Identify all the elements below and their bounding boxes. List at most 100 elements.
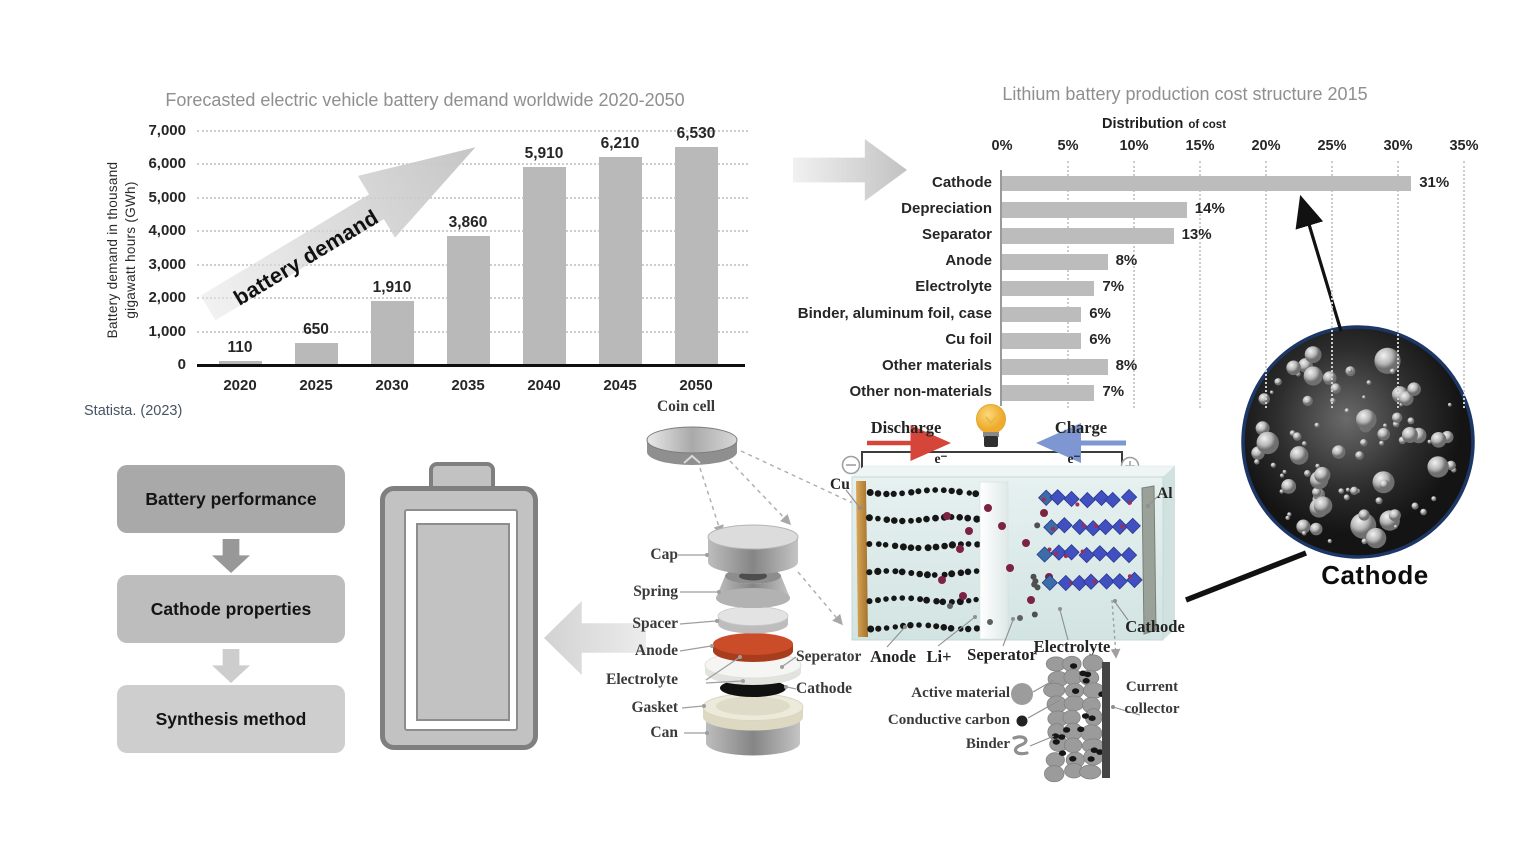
bar [1002, 228, 1174, 244]
cathode-crystal-lattice [1030, 488, 1143, 618]
coin-cell-label-cathode: Cathode [796, 680, 852, 697]
sem-cathode-label: Cathode [1321, 560, 1429, 590]
bar-value-label: 110 [227, 339, 253, 357]
demand-y-axis-label-line2: gigawatt hours (GWh) [123, 181, 138, 319]
battery-icon-core [416, 523, 510, 721]
coin-cell-title: Coin cell [656, 398, 716, 415]
coin-cell-label-lines [678, 553, 797, 735]
bar [447, 235, 490, 365]
charge-label: Charge [1054, 418, 1108, 437]
y-tick-label: 1,000 [148, 322, 186, 340]
x-tick-label: 2040 [527, 377, 561, 394]
gridline [197, 230, 748, 233]
bar [1002, 385, 1095, 401]
gridline [1463, 161, 1465, 408]
y-tick-label: 2,000 [148, 289, 186, 307]
bar [1002, 280, 1095, 297]
x-tick-label: 15% [1185, 138, 1215, 154]
cell-top-face [851, 465, 1176, 478]
bar-value-label: 8% [1115, 252, 1138, 270]
battery-icon-body [380, 486, 538, 750]
conductive-carbon-glyph [1016, 715, 1028, 727]
cu-foil-strip [856, 481, 868, 637]
coin-cell-label-spacer: Spacer [632, 615, 678, 632]
bar-value-label: 14% [1194, 199, 1225, 217]
conductive-carbon-label: Conductive carbon [887, 712, 1010, 728]
cost-y-axis-line [1000, 170, 1002, 406]
active-material-label: Active material [911, 685, 1010, 701]
x-tick-label: 2035 [451, 377, 485, 394]
bar [295, 343, 338, 365]
cost-axis-title: Distribution of cost [1049, 116, 1279, 132]
coin-cell-label-can: Can [650, 724, 678, 741]
bar [219, 361, 262, 365]
x-tick-label: 2030 [375, 377, 409, 394]
coin-cell-diagram [646, 426, 903, 756]
current-collector-bar [1102, 662, 1110, 778]
gridline [1199, 161, 1201, 408]
discharge-label: Discharge [870, 418, 942, 437]
bar-value-label: 6% [1089, 330, 1111, 348]
coin-cell-sealed [646, 426, 738, 465]
x-tick-label: 2020 [223, 377, 257, 394]
bar-value-label: 31% [1419, 173, 1450, 191]
category-label: Cu foil [945, 330, 992, 348]
bar-value-label: 8% [1115, 356, 1138, 374]
bar-value-label: 5,910 [524, 145, 564, 163]
gridline [197, 130, 748, 132]
electrode-detail-diagram [1011, 654, 1141, 783]
bar-value-label: 6% [1089, 304, 1111, 322]
anode-graphite-layers [865, 487, 981, 633]
anode-label: Anode [870, 647, 916, 666]
flow-step-synthesis-method: Synthesis method [117, 685, 345, 753]
bar [1002, 359, 1108, 375]
bar-value-label: 3,860 [448, 213, 488, 231]
x-tick-label: 20% [1251, 138, 1281, 154]
al-label: Al [1157, 485, 1173, 502]
cost-chart-pointer-arrow [793, 139, 907, 201]
bar-value-label: 7% [1102, 278, 1125, 296]
bar [599, 157, 642, 365]
coin-cell-label-electrolyte: Electrolyte [605, 671, 678, 688]
coin-cell-label-seperator: Seperator [796, 648, 862, 665]
category-label: Cathode [932, 173, 992, 191]
electron-label-left: e⁻ [934, 451, 948, 466]
category-label: Other materials [881, 356, 992, 374]
schematic-label-lines [845, 489, 1159, 648]
gridline [1265, 161, 1267, 408]
al-foil-strip [1141, 485, 1157, 635]
cost-axis-title-small: of cost [1188, 119, 1227, 131]
y-tick-label: 6,000 [148, 155, 186, 173]
y-tick-label: 7,000 [148, 122, 186, 139]
bar [675, 146, 718, 365]
x-tick-label: 10% [1119, 138, 1149, 154]
y-tick-label: 5,000 [148, 188, 186, 206]
binder-label: Binder [965, 736, 1010, 752]
coin-cell-label-anode: Anode [634, 642, 678, 659]
x-tick-label: 30% [1383, 138, 1413, 154]
flow-arrow-1 [212, 539, 250, 573]
y-tick-label: 3,000 [148, 255, 186, 273]
bar [371, 301, 414, 365]
coin-cell-cap [707, 524, 799, 574]
demand-y-axis-label: Battery demand in thousand gigawatt hour… [104, 100, 140, 400]
current-collector-label-line1: Current [1125, 679, 1179, 695]
demand-x-axis-line [197, 364, 745, 367]
category-label: Binder, aluminum foil, case [797, 304, 992, 322]
coin-cell-spacer [717, 606, 789, 634]
y-tick-label: 4,000 [148, 222, 186, 240]
bar-value-label: 6,530 [676, 124, 716, 142]
sem-particles [1251, 346, 1457, 549]
coin-cell-label-spring: Spring [633, 583, 678, 600]
bar-value-label: 6,210 [600, 135, 640, 153]
category-label: Other non-materials [849, 383, 992, 401]
bar [1002, 306, 1082, 323]
x-tick-label: 25% [1317, 138, 1347, 154]
separator-label: Seperator [967, 645, 1037, 664]
category-label: Separator [921, 225, 992, 243]
sem-to-chart-arrow [1295, 194, 1343, 332]
bar [1002, 175, 1412, 192]
x-tick-label: 5% [1057, 138, 1079, 154]
x-tick-label: 2025 [299, 377, 333, 394]
